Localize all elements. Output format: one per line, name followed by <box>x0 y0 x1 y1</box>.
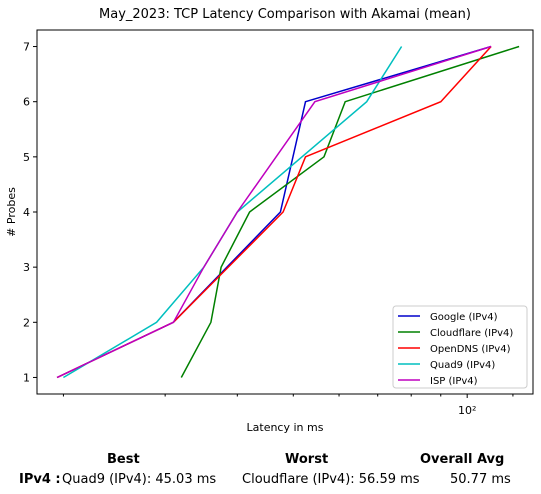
y-axis-label: # Probes <box>5 187 18 237</box>
legend-label: OpenDNS (IPv4) <box>430 344 511 355</box>
y-tick-label: 2 <box>23 316 30 329</box>
summary-best-header: Best <box>107 452 140 467</box>
legend-label: Quad9 (IPv4) <box>430 360 495 371</box>
series-line-quad9-ipv4 <box>63 46 403 379</box>
legend-label: Google (IPv4) <box>430 312 498 323</box>
legend-label: ISP (IPv4) <box>430 376 478 387</box>
latency-chart: May_2023: TCP Latency Comparison with Ak… <box>5 7 534 434</box>
legend-entries: Google (IPv4) Cloudflare (IPv4) OpenDNS (I… <box>398 312 513 387</box>
y-tick-label: 4 <box>23 206 30 219</box>
legend: Google (IPv4) Cloudflare (IPv4) OpenDNS (I… <box>392 305 528 389</box>
summary-avg-value: 50.77 ms <box>450 472 511 487</box>
series-line-isp-ipv4 <box>56 45 492 379</box>
x-axis-label: Latency in ms <box>247 421 324 434</box>
series-lines <box>56 45 520 379</box>
summary-row-label: IPv4 : <box>19 472 61 487</box>
y-tick-label: 3 <box>23 261 30 274</box>
legend-box <box>392 305 528 389</box>
x-tick-label: 10² <box>458 404 476 417</box>
y-tick-label: 5 <box>23 151 30 164</box>
chart-title: May_2023: TCP Latency Comparison with Ak… <box>99 7 471 22</box>
summary-avg-header: Overall Avg <box>420 452 505 467</box>
summary-best-value: Quad9 (IPv4): 45.03 ms <box>62 472 217 487</box>
y-tick-label: 6 <box>23 96 30 109</box>
y-tick-label: 1 <box>23 371 30 384</box>
summary-worst-header: Worst <box>285 452 329 467</box>
series-line-cloudflare-ipv4 <box>180 45 520 378</box>
legend-label: Cloudflare (IPv4) <box>430 328 513 339</box>
summary-worst-value: Cloudflare (IPv4): 56.59 ms <box>242 472 420 487</box>
axis-ticks: 1 2 3 4 5 6 7 10² <box>23 41 514 417</box>
y-tick-label: 7 <box>23 41 30 54</box>
